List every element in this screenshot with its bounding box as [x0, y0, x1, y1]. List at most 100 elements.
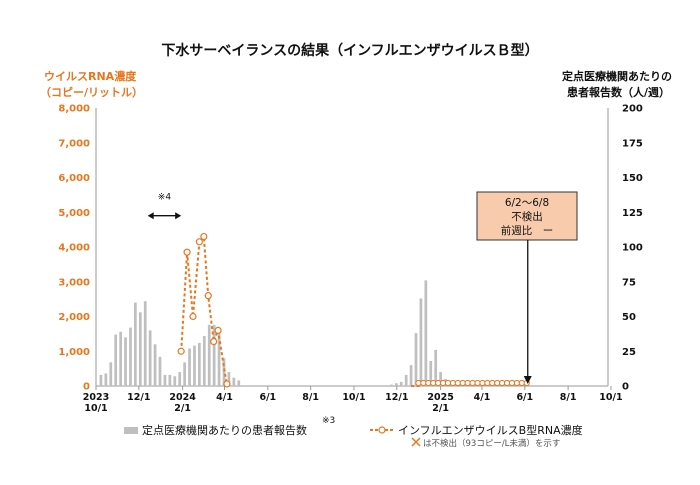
x-tick-label: 2023 [83, 392, 109, 403]
right-tick-label: 75 [622, 277, 636, 288]
right-tick-label: 125 [622, 208, 643, 219]
x-tick-label: 8/1 [560, 392, 577, 403]
x-tick-label: 12/1 [127, 392, 150, 403]
non-detect-point [444, 379, 452, 387]
bar [99, 374, 103, 386]
legend-bar-swatch [124, 427, 138, 434]
non-detect-point [479, 379, 486, 387]
line-point [210, 337, 218, 346]
line-point [214, 326, 222, 334]
bar [134, 302, 137, 386]
non-detect-point [489, 379, 496, 387]
bar [232, 377, 236, 386]
non-detect-markers [415, 379, 530, 387]
left-axis-title-line-1: ウイルスRNA濃度 [44, 69, 137, 83]
bar [119, 331, 122, 386]
x-tick-label: 4/1 [216, 392, 233, 403]
non-detect-point [508, 379, 516, 387]
bar [153, 344, 157, 386]
bar [429, 360, 433, 386]
bracket-label: ※4 [158, 193, 172, 203]
non-detect-point [454, 379, 461, 387]
line-point [204, 292, 212, 300]
callout-arrow-head [523, 376, 532, 384]
non-detect-point [484, 379, 491, 387]
non-detect-point [494, 379, 501, 387]
line-point [200, 232, 208, 241]
right-axis-title-line-1: 定点医療機関あたりの [562, 69, 672, 83]
callout-line-1: 6/2～6/8 [505, 197, 549, 209]
line-path [180, 234, 228, 387]
bar [217, 330, 221, 386]
line-point [189, 312, 197, 321]
legend-nondetect-label: は不検出（93コピー/L未満）を示す [423, 438, 560, 449]
left-tick-label: 6,000 [58, 173, 90, 184]
callout-rect [476, 191, 578, 241]
bar [158, 356, 162, 386]
x-tick-label: 2/1 [174, 403, 191, 414]
legend: 定点医療機関あたりの患者報告数 ※3 インフルエンザウイルスB型RNA濃度 は不… [124, 416, 583, 449]
bar [414, 333, 418, 386]
non-detect-point [430, 379, 437, 387]
non-detect-point [459, 379, 466, 387]
bar [168, 374, 172, 386]
legend-line-label: インフルエンザウイルスB型RNA濃度 [398, 423, 583, 437]
left-tick-label: 1,000 [58, 347, 90, 358]
line-point [183, 248, 191, 256]
bracket-annotation: ※4 [147, 193, 182, 220]
x-tick-label: 12/1 [385, 392, 408, 403]
non-detect-point [499, 379, 506, 387]
non-detect-point [439, 379, 447, 387]
bar [424, 280, 428, 386]
bracket-arrow-left [147, 212, 154, 220]
bar [207, 324, 211, 386]
bar [419, 298, 423, 386]
bar [148, 330, 152, 386]
x-tick-label: 6/1 [516, 392, 533, 403]
left-tick-label: 8,000 [58, 104, 90, 115]
bar [109, 362, 113, 386]
x-tick-label: 2024 [169, 392, 196, 403]
bar [390, 384, 393, 386]
x-tick-label: 10/1 [342, 392, 365, 403]
right-tick-label: 200 [622, 104, 643, 115]
x-tick-label: 10/1 [599, 392, 622, 403]
bar [409, 365, 413, 386]
legend-bar-label: 定点医療機関あたりの患者報告数 [142, 423, 307, 437]
non-detect-point [415, 379, 422, 387]
non-detect-point [420, 379, 427, 387]
bar [237, 380, 241, 386]
callout-line-3: 前週比 ー [501, 224, 554, 237]
left-tick-label: 2,000 [58, 312, 90, 323]
line-point [177, 347, 185, 355]
bar [439, 372, 442, 386]
non-detect-point [469, 379, 476, 387]
bar [193, 345, 196, 386]
left-tick-label: 5,000 [58, 208, 90, 219]
x-tick-label: 2025 [427, 392, 453, 403]
bar [222, 358, 226, 386]
bar [399, 381, 403, 386]
non-detect-point [435, 379, 442, 387]
right-axis-title-line-2: 患者報告数（人/週） [567, 85, 670, 99]
legend-line-marker [378, 426, 386, 434]
non-detect-point [464, 379, 471, 387]
bar [173, 376, 177, 386]
bar [114, 334, 118, 386]
line-series [177, 232, 421, 388]
bar [143, 301, 147, 386]
legend-note: ※3 [322, 416, 335, 426]
bar [198, 342, 201, 386]
x-tick-label: 8/1 [302, 392, 319, 403]
x-tick-label: 10/1 [84, 403, 107, 414]
legend-nondetect-icon [411, 437, 421, 447]
plot-frame [95, 108, 609, 387]
bar [178, 372, 182, 386]
right-tick-label: 25 [622, 347, 636, 358]
x-tick-label: 4/1 [474, 392, 491, 403]
bar [183, 362, 186, 386]
x-tick-label: 2/1 [432, 403, 449, 414]
bar [394, 383, 398, 386]
